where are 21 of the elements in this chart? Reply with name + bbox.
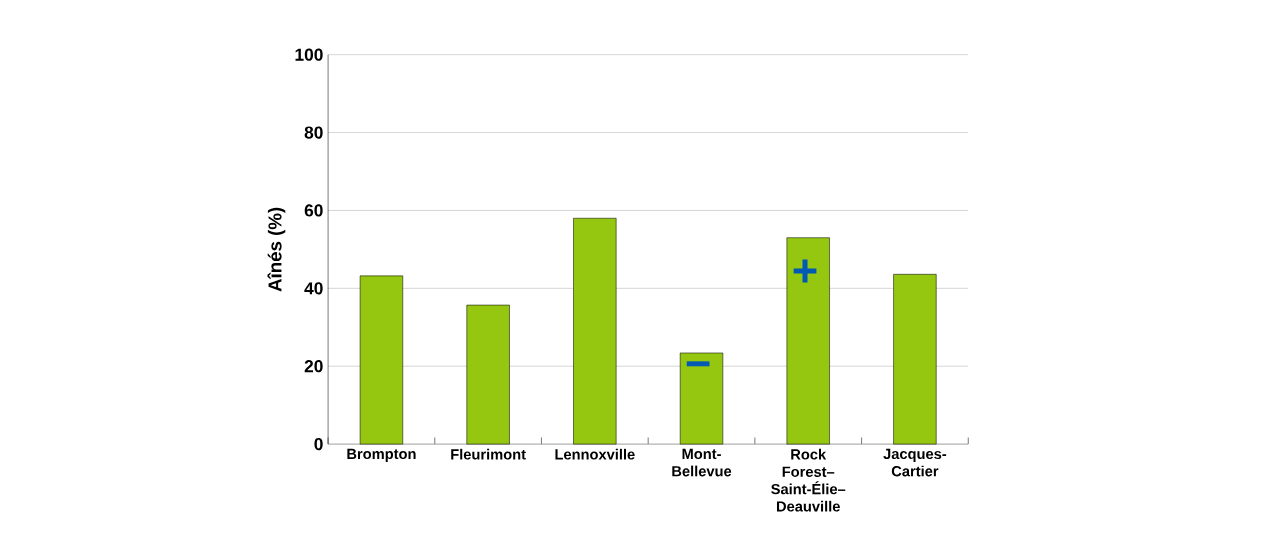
annotation: + xyxy=(793,259,817,283)
y-tick-label: 100 xyxy=(295,48,323,61)
y-tick-label: 40 xyxy=(304,282,323,295)
x-tick-label: Rock Forest–Saint-Élie–Deauville xyxy=(771,448,846,512)
bar xyxy=(466,304,510,445)
bar xyxy=(359,275,404,445)
bar xyxy=(893,273,937,445)
bar xyxy=(573,217,617,445)
annotation: − xyxy=(686,361,710,367)
y-tick-label: 80 xyxy=(304,126,323,139)
x-tick-label: Jacques-Cartier xyxy=(883,448,947,477)
y-tick-label: 0 xyxy=(314,437,323,451)
y-axis-title: Aînés (%) xyxy=(267,207,286,292)
x-tick-label: Lennoxville xyxy=(555,448,635,460)
x-tick-label: Brompton xyxy=(347,448,416,462)
y-tick-label: 20 xyxy=(304,360,323,373)
y-tick-label: 60 xyxy=(304,204,323,217)
x-tick-label: Fleurimont xyxy=(451,448,526,460)
bar xyxy=(786,237,830,445)
bar xyxy=(679,352,724,445)
x-tick-label: Mont-Bellevue xyxy=(672,448,732,477)
